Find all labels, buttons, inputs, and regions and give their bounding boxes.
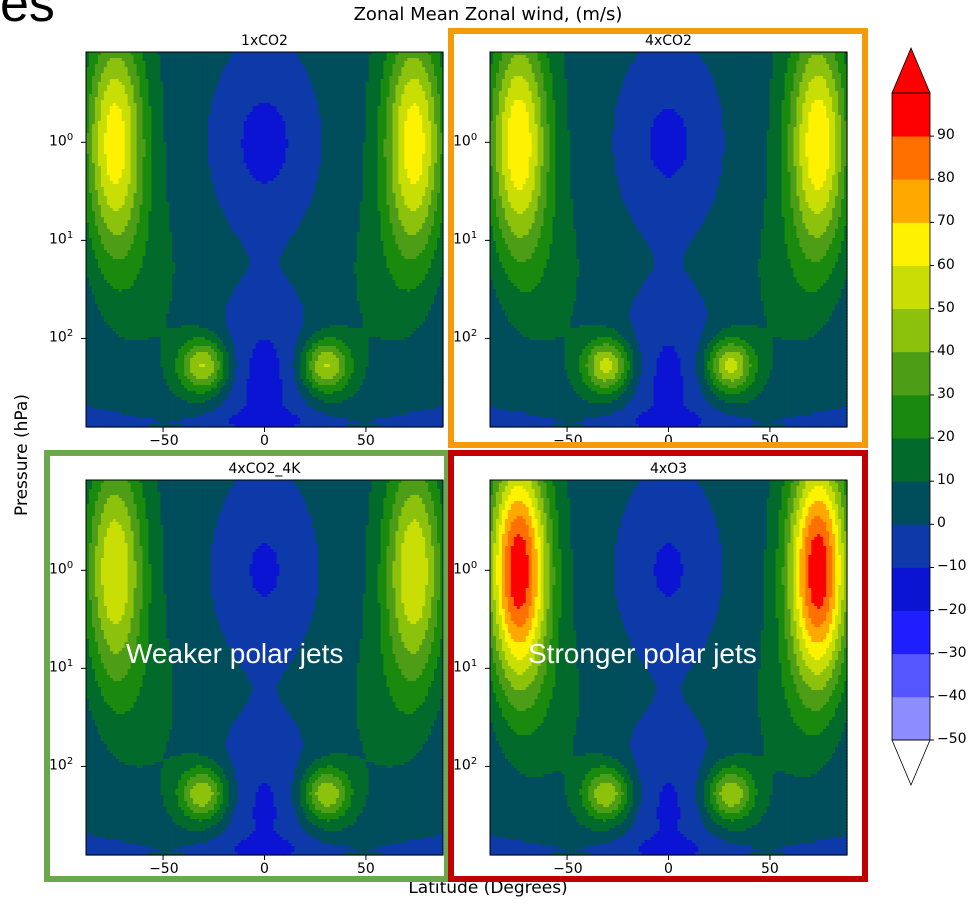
figure: es Zonal Mean Zonal wind, (m/s) Pressure…	[0, 0, 976, 905]
